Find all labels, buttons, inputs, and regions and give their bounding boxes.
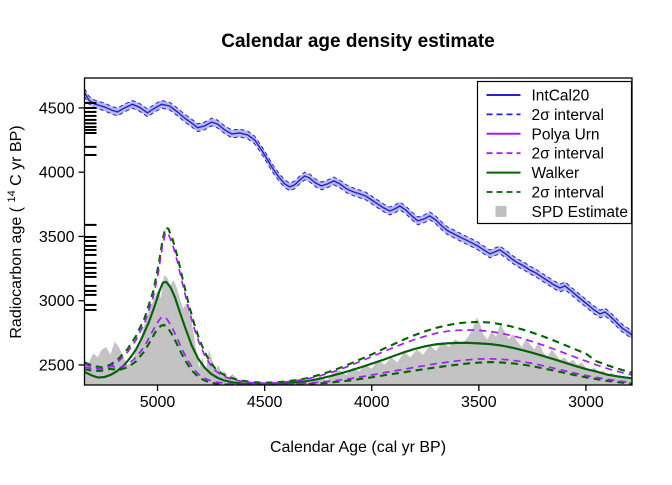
legend-entry-label: SPD Estimate bbox=[532, 204, 628, 221]
y-axis-label-prefix: Radiocarbon age ( bbox=[8, 206, 25, 338]
legend-entry-label: Polya Urn bbox=[532, 126, 600, 143]
y-axis-tick-label: 2500 bbox=[39, 357, 75, 374]
x-axis-tick-label: 4000 bbox=[354, 394, 390, 411]
x-axis-label: Calendar Age (cal yr BP) bbox=[270, 439, 446, 456]
intcal20-lower-2sigma-line bbox=[84, 96, 632, 340]
chart-title: Calendar age density estimate bbox=[221, 31, 495, 52]
plot-area bbox=[84, 88, 632, 385]
intcal20-upper-2sigma-line bbox=[84, 88, 632, 332]
spd-estimate-area bbox=[84, 275, 632, 385]
legend-entry-label: 2σ interval bbox=[532, 185, 604, 202]
y-axis-tick-label: 3500 bbox=[39, 229, 75, 246]
plot-border bbox=[83, 77, 633, 386]
legend-entry-label: 2σ interval bbox=[532, 146, 604, 163]
legend-entry-label: 2σ interval bbox=[532, 107, 604, 124]
y-axis-label-suffix: C yr BP) bbox=[8, 125, 25, 185]
y-axis-label-superscript: 14 bbox=[6, 190, 18, 202]
x-axis-tick-label: 5000 bbox=[140, 394, 176, 411]
legend: IntCal20 2σ interval Polya Urn 2σ interval W… bbox=[476, 80, 633, 225]
polya-urn-lower-2sigma-line bbox=[84, 315, 632, 385]
y-axis-tick-label: 4500 bbox=[39, 100, 75, 117]
legend-entry-label: IntCal20 bbox=[532, 88, 590, 105]
x-axis-tick-label: 3000 bbox=[568, 394, 604, 411]
legend-swatch-square bbox=[495, 205, 507, 217]
walker-mean-line bbox=[84, 280, 632, 385]
legend-box bbox=[476, 80, 633, 225]
legend-entry-label: Walker bbox=[532, 165, 580, 182]
x-axis-tick-label: 4500 bbox=[247, 394, 283, 411]
y-axis-label: Radiocarbon age ( 14 C yr BP) bbox=[2, 125, 25, 338]
polya-urn-upper-2sigma-line bbox=[84, 231, 632, 385]
y-axis-tick-label: 4000 bbox=[39, 165, 75, 182]
y-axis-tick-label: 3000 bbox=[39, 293, 75, 310]
x-axis-tick-label: 3500 bbox=[461, 394, 497, 411]
intcal20-mean-line bbox=[84, 92, 632, 336]
walker-lower-2sigma-line bbox=[84, 323, 632, 385]
axes: 5000 4500 4000 3500 3000 4500 4000 3500 3000 2500 bbox=[39, 77, 633, 411]
